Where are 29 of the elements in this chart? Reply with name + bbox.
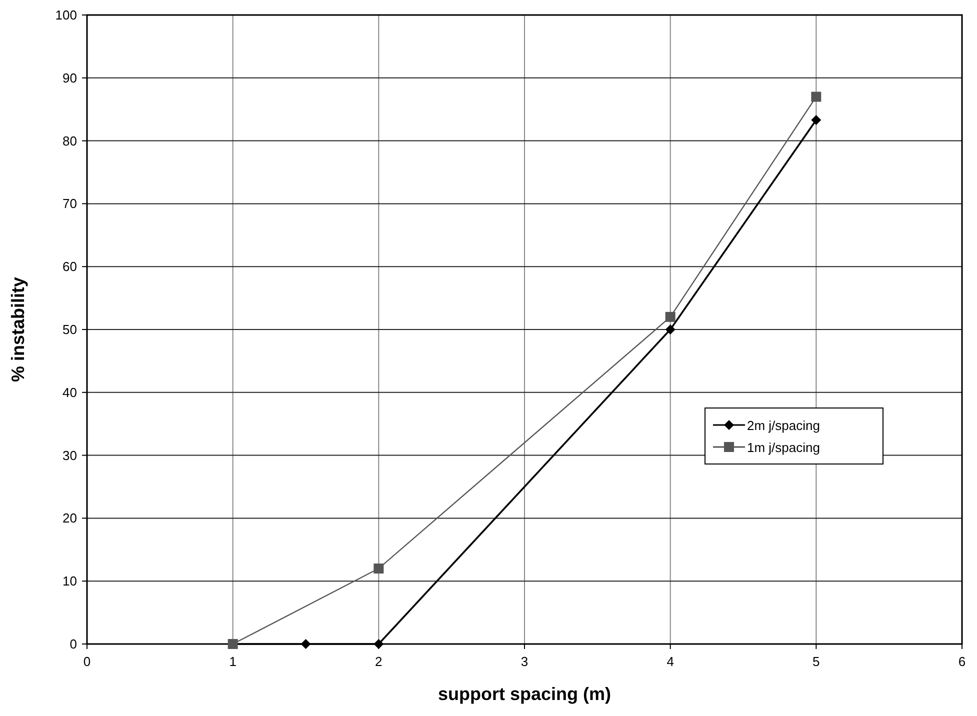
y-tick-label: 80 <box>62 133 77 148</box>
point <box>300 639 311 649</box>
y-tick-label: 40 <box>62 384 77 400</box>
x-tick-label: 6 <box>958 654 966 669</box>
x-axis-title: support spacing (m) <box>438 684 612 704</box>
y-tick-label: 70 <box>62 196 77 212</box>
y-tick-label: 100 <box>55 8 77 22</box>
point <box>374 564 384 574</box>
x-tick-label: 1 <box>229 654 236 669</box>
legend-label: 1m j/spacing <box>747 440 820 455</box>
y-tick-label: 60 <box>62 259 77 274</box>
x-tick-label: 3 <box>520 654 528 669</box>
point <box>811 92 822 102</box>
point <box>665 312 676 322</box>
point <box>665 324 676 334</box>
x-tick-label: 4 <box>666 654 674 669</box>
y-axis-title: % instability <box>8 276 28 382</box>
y-tick-label: 0 <box>70 636 77 652</box>
y-tick-label: 50 <box>62 322 77 337</box>
y-tick-label: 90 <box>62 70 77 86</box>
y-tick-label: 30 <box>62 448 77 463</box>
x-tick-label: 5 <box>812 654 820 669</box>
x-tick-label: 2 <box>375 654 382 669</box>
y-tick-label: 20 <box>62 510 77 526</box>
x-tick-label: 0 <box>83 654 91 669</box>
legend-label: 2m j/spacing <box>747 418 820 433</box>
point <box>811 115 822 126</box>
y-tick-label: 10 <box>62 574 77 589</box>
point <box>374 639 384 649</box>
